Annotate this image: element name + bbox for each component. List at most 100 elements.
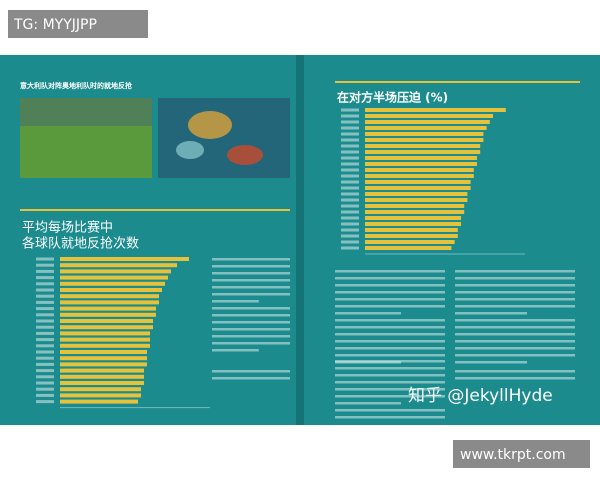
bar [60, 368, 144, 373]
text-line [455, 333, 575, 336]
bar [60, 263, 177, 268]
text-line [455, 354, 575, 357]
text-line [455, 270, 575, 273]
bar [60, 269, 171, 274]
bar [365, 246, 452, 250]
label-placeholder [36, 307, 54, 311]
label-placeholder [341, 162, 359, 166]
text-line [455, 370, 575, 373]
label-placeholder [36, 369, 54, 373]
label-placeholder [36, 381, 54, 385]
label-placeholder [36, 338, 54, 342]
text-line [455, 284, 575, 287]
label-placeholder [36, 276, 54, 280]
text-line [335, 381, 445, 384]
bar [60, 306, 156, 311]
chart-title: 各球队就地反抢次数 [22, 236, 139, 252]
bar [60, 325, 153, 330]
caption: 意大利队对阵奥地利队时的就地反抢 [20, 81, 133, 90]
text-line [335, 305, 445, 308]
text-line [335, 312, 401, 315]
bar [365, 240, 455, 244]
text-line [212, 272, 290, 275]
bar [60, 350, 147, 354]
label-placeholder [341, 138, 359, 142]
label-placeholder [341, 204, 359, 208]
chart-title: 平均每场比赛中 [22, 220, 113, 236]
label-placeholder [341, 228, 359, 232]
label-placeholder [36, 294, 54, 298]
text-line [212, 265, 290, 268]
label-placeholder [36, 362, 54, 366]
site-box [453, 440, 590, 468]
tag: TG: MYYJJPP [13, 17, 97, 33]
label-placeholder [341, 234, 359, 238]
bar [60, 319, 153, 323]
bar [60, 393, 141, 398]
label-placeholder [341, 186, 359, 190]
text-line [335, 270, 445, 273]
text-line [455, 340, 575, 343]
bar [60, 281, 165, 286]
label-placeholder [36, 263, 54, 267]
text-line [212, 349, 259, 352]
label-placeholder [36, 375, 54, 379]
text-line [212, 279, 290, 282]
label-placeholder [341, 126, 359, 130]
text-line [212, 377, 290, 380]
label-placeholder [341, 210, 359, 214]
text-line [335, 388, 445, 391]
label-placeholder [341, 198, 359, 202]
label-placeholder [36, 282, 54, 286]
bar [60, 337, 150, 342]
label-placeholder [36, 325, 54, 329]
label-placeholder [341, 156, 359, 160]
label-placeholder [36, 269, 54, 273]
text-line [335, 291, 445, 294]
bar [60, 343, 150, 348]
label-placeholder [341, 168, 359, 172]
text-line [335, 409, 445, 412]
bar [365, 144, 481, 148]
text-line [455, 312, 527, 315]
text-line [212, 335, 290, 338]
bar [365, 162, 477, 166]
text-line [212, 321, 290, 324]
text-line [335, 395, 445, 398]
text-line [335, 319, 445, 322]
text-line [212, 286, 290, 289]
bar [365, 132, 484, 136]
text-line [212, 293, 290, 296]
text-line [335, 374, 445, 377]
label-placeholder [341, 108, 359, 112]
text-line [335, 354, 445, 357]
text-line [335, 340, 445, 343]
bar [60, 300, 159, 305]
bar [60, 275, 168, 280]
bar [365, 210, 465, 214]
label-placeholder [341, 192, 359, 196]
text-line [455, 347, 575, 350]
label-placeholder [341, 240, 359, 244]
bar [60, 399, 138, 404]
bar [365, 120, 490, 124]
bar [60, 312, 156, 317]
label-placeholder [36, 344, 54, 348]
label-placeholder [36, 313, 54, 317]
text-line [212, 314, 290, 317]
text-line [455, 298, 575, 301]
bar [60, 387, 141, 392]
bar [365, 198, 468, 202]
text-line [335, 298, 445, 301]
stands [20, 98, 152, 126]
label-placeholder [36, 257, 54, 261]
label-placeholder [341, 120, 359, 124]
bar [365, 150, 481, 154]
label-placeholder [36, 300, 54, 304]
bar [365, 180, 471, 184]
label-placeholder [36, 356, 54, 360]
text-line [335, 402, 401, 405]
chart-title: 在对方半场压迫 (%) [337, 90, 448, 105]
label-placeholder [341, 222, 359, 226]
